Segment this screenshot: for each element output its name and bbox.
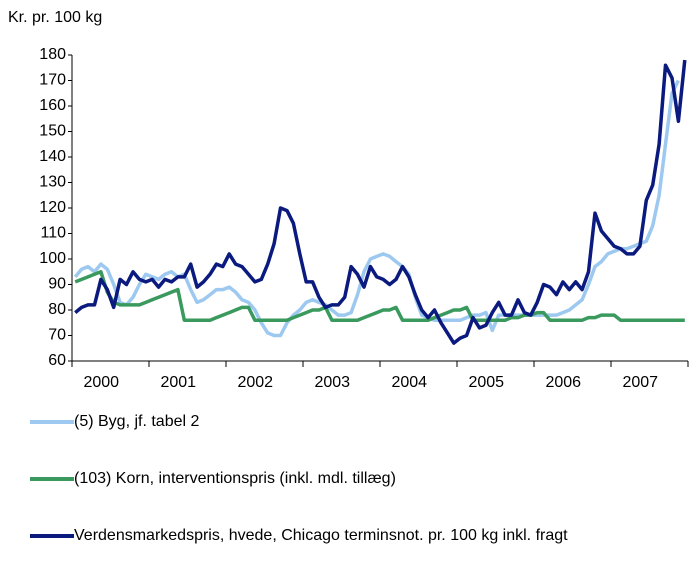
legend: (5) Byg, jf. tabel 2 (103) Korn, interven… xyxy=(30,412,690,583)
x-tick-label: 2003 xyxy=(314,374,350,391)
y-tick-label: 60 xyxy=(48,352,66,369)
y-tick-label: 150 xyxy=(39,123,66,140)
y-tick-label: 100 xyxy=(39,250,66,267)
legend-label: (103) Korn, interventionspris (inkl. mdl… xyxy=(74,470,396,487)
x-tick-label: 2000 xyxy=(83,374,119,391)
x-tick-label: 2007 xyxy=(622,374,658,391)
legend-label: (5) Byg, jf. tabel 2 xyxy=(74,413,200,430)
chart: Kr. pr. 100 kg 60 70 80 90 100 110 120 130 140 15… xyxy=(8,9,689,391)
y-tick-label: 180 xyxy=(39,46,66,63)
legend-swatch xyxy=(30,477,74,481)
series-line xyxy=(74,270,685,322)
y-tick-label: 80 xyxy=(48,301,66,318)
x-tick-label: 2001 xyxy=(160,374,196,391)
x-tick-label: 2004 xyxy=(391,374,427,391)
legend-label: Verdensmarkedspris, hvede, Chicago termi… xyxy=(74,527,568,544)
y-tick-label: 90 xyxy=(48,276,66,293)
x-tick-label: 2006 xyxy=(545,374,581,391)
legend-item: (103) Korn, interventionspris (inkl. mdl… xyxy=(30,469,690,526)
y-tick-label: 120 xyxy=(39,199,66,216)
chart-title: Kr. pr. 100 kg xyxy=(8,9,102,26)
y-tick-label: 130 xyxy=(39,174,66,191)
y-tick-label: 160 xyxy=(39,97,66,114)
x-tick-label: 2002 xyxy=(237,374,273,391)
y-tick-label: 140 xyxy=(39,148,66,165)
series-line xyxy=(74,59,687,345)
y-tick-label: 70 xyxy=(48,327,66,344)
series-line xyxy=(73,79,680,338)
legend-swatch xyxy=(30,420,74,424)
y-tick-label: 110 xyxy=(40,225,66,242)
legend-item: Verdensmarkedspris, hvede, Chicago termi… xyxy=(30,526,690,583)
legend-swatch xyxy=(30,534,74,538)
legend-item: (5) Byg, jf. tabel 2 xyxy=(30,412,690,469)
x-tick-label: 2005 xyxy=(468,374,504,391)
y-tick-label: 170 xyxy=(39,72,66,89)
